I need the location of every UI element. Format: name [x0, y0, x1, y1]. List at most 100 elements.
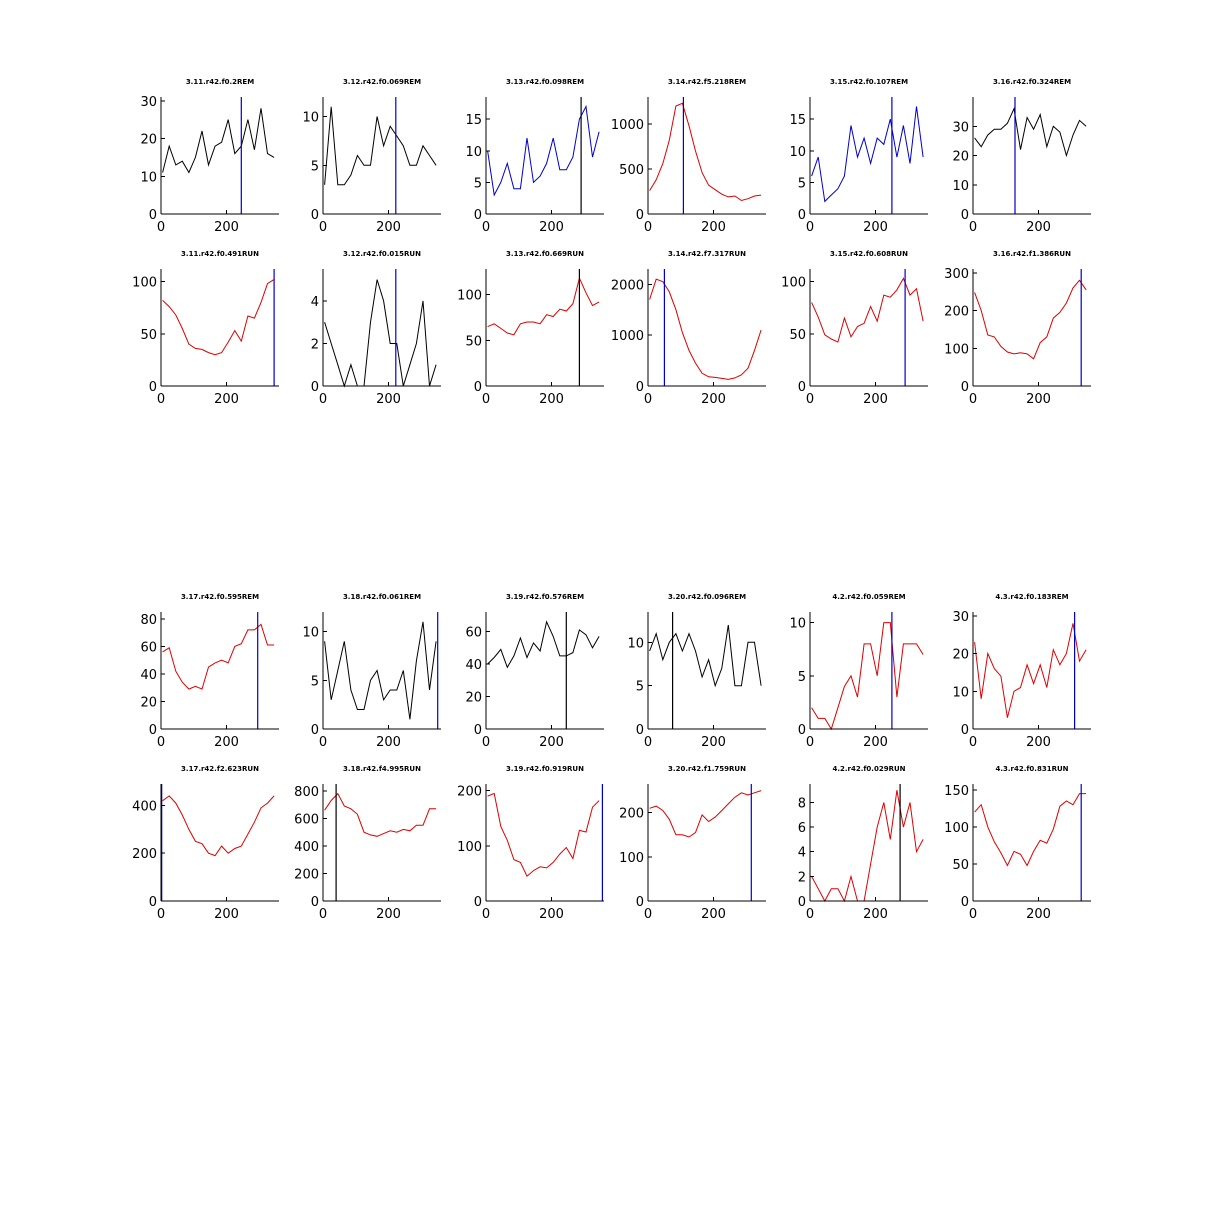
y-tick-label: 600 [294, 812, 319, 827]
y-tick-label: 10 [952, 685, 969, 700]
y-tick-label: 100 [457, 840, 482, 855]
subplot-15: 3.19.r42.f0.576REM 0 20 40 60 0 200 [465, 593, 604, 750]
x-tick-label: 200 [376, 735, 401, 750]
subplot-title: 3.16.r42.f1.386RUN [993, 250, 1071, 258]
subplot-title: 4.3.r42.f0.831RUN [995, 765, 1068, 773]
x-tick-label: 200 [214, 735, 239, 750]
y-tick-label: 0 [798, 380, 806, 395]
y-tick-label: 0 [636, 895, 644, 910]
series-line [811, 790, 924, 903]
x-tick-label: 0 [969, 907, 977, 922]
y-tick-label: 20 [140, 133, 157, 148]
y-tick-label: 50 [465, 334, 482, 349]
subplot-title: 3.16.r42.f0.324REM [993, 78, 1071, 86]
x-tick-label: 200 [214, 220, 239, 235]
subplot-24: 4.3.r42.f0.831RUN 0 50 100 150 0 200 [944, 765, 1091, 922]
y-tick-label: 5 [636, 680, 644, 695]
y-tick-label: 10 [302, 111, 319, 126]
subplot-16: 3.20.r42.f0.096REM 0 5 10 0 200 [627, 593, 766, 750]
x-tick-label: 0 [644, 735, 652, 750]
x-tick-label: 200 [863, 220, 888, 235]
y-tick-label: 40 [465, 658, 482, 673]
y-tick-label: 0 [311, 723, 319, 738]
x-tick-label: 0 [157, 907, 165, 922]
subplot-title: 3.11.r42.f0.491RUN [181, 250, 259, 258]
subplot-title: 3.18.r42.f0.061REM [343, 593, 421, 601]
series-line [162, 278, 275, 356]
subplot-title: 4.3.r42.f0.183REM [995, 593, 1068, 601]
x-tick-label: 200 [863, 907, 888, 922]
y-tick-label: 100 [619, 851, 644, 866]
series-line [487, 620, 600, 669]
series-line [324, 279, 437, 388]
series-line [811, 622, 924, 731]
x-tick-label: 0 [969, 735, 977, 750]
y-tick-label: 60 [465, 626, 482, 641]
x-tick-label: 0 [319, 907, 327, 922]
x-tick-label: 0 [319, 220, 327, 235]
series-line [487, 792, 600, 878]
subplot-21: 3.19.r42.f0.919RUN 0 100 200 0 200 [457, 765, 604, 922]
y-tick-label: 0 [474, 208, 482, 223]
y-tick-label: 10 [627, 636, 644, 651]
x-tick-label: 200 [539, 735, 564, 750]
subplot-title: 3.14.r42.f5.218REM [668, 78, 746, 86]
y-tick-label: 800 [294, 785, 319, 800]
y-tick-label: 0 [474, 723, 482, 738]
series-line [811, 277, 924, 343]
series-line [974, 106, 1087, 158]
y-tick-label: 0 [474, 895, 482, 910]
x-tick-label: 0 [482, 735, 490, 750]
y-tick-label: 300 [944, 267, 969, 282]
y-tick-label: 2 [311, 337, 319, 352]
subplot-1: 3.11.r42.f0.2REM 0 10 20 30 0 200 [140, 78, 279, 235]
y-tick-label: 0 [961, 723, 969, 738]
x-tick-label: 200 [539, 220, 564, 235]
x-tick-label: 0 [806, 220, 814, 235]
x-tick-label: 200 [701, 735, 726, 750]
y-tick-label: 0 [798, 208, 806, 223]
y-tick-label: 5 [474, 176, 482, 191]
series-line [649, 790, 762, 838]
x-tick-label: 200 [214, 907, 239, 922]
series-line [324, 106, 437, 186]
subplot-12: 3.16.r42.f1.386RUN 0 100 200 300 0 200 [944, 250, 1091, 407]
y-tick-label: 5 [798, 176, 806, 191]
x-tick-label: 0 [806, 907, 814, 922]
y-tick-label: 0 [636, 723, 644, 738]
subplot-title: 3.15.r42.f0.107REM [830, 78, 908, 86]
x-tick-label: 200 [214, 392, 239, 407]
x-tick-label: 0 [482, 392, 490, 407]
y-tick-label: 20 [140, 695, 157, 710]
x-tick-label: 200 [376, 220, 401, 235]
subplot-title: 3.14.r42.f7.317RUN [668, 250, 746, 258]
y-tick-label: 100 [781, 276, 806, 291]
subplot-title: 3.12.r42.f0.015RUN [343, 250, 421, 258]
y-tick-label: 50 [952, 858, 969, 873]
subplot-9: 3.13.r42.f0.669RUN 0 50 100 0 200 [457, 250, 604, 407]
y-tick-label: 50 [789, 328, 806, 343]
y-tick-label: 2000 [611, 278, 644, 293]
x-tick-label: 0 [969, 220, 977, 235]
x-tick-label: 0 [157, 220, 165, 235]
subplot-title: 3.19.r42.f0.576REM [506, 593, 584, 601]
subplot-7: 3.11.r42.f0.491RUN 0 50 100 0 200 [132, 250, 279, 407]
series-line [649, 102, 762, 202]
y-tick-label: 30 [952, 120, 969, 135]
y-tick-label: 10 [789, 617, 806, 632]
y-tick-label: 0 [311, 208, 319, 223]
y-tick-label: 0 [311, 895, 319, 910]
subplot-title: 4.2.r42.f0.029RUN [832, 765, 905, 773]
x-tick-label: 200 [376, 907, 401, 922]
subplot-title: 3.13.r42.f0.098REM [506, 78, 584, 86]
x-tick-label: 0 [644, 392, 652, 407]
y-tick-label: 15 [465, 113, 482, 128]
subplot-20: 3.18.r42.f4.995RUN 0 200 400 600 800 0 200 [294, 765, 441, 922]
x-tick-label: 0 [319, 735, 327, 750]
y-tick-label: 30 [952, 610, 969, 625]
x-tick-label: 0 [644, 907, 652, 922]
y-tick-label: 20 [952, 648, 969, 663]
subplot-title: 3.17.r42.f2.623RUN [181, 765, 259, 773]
y-tick-label: 200 [294, 867, 319, 882]
